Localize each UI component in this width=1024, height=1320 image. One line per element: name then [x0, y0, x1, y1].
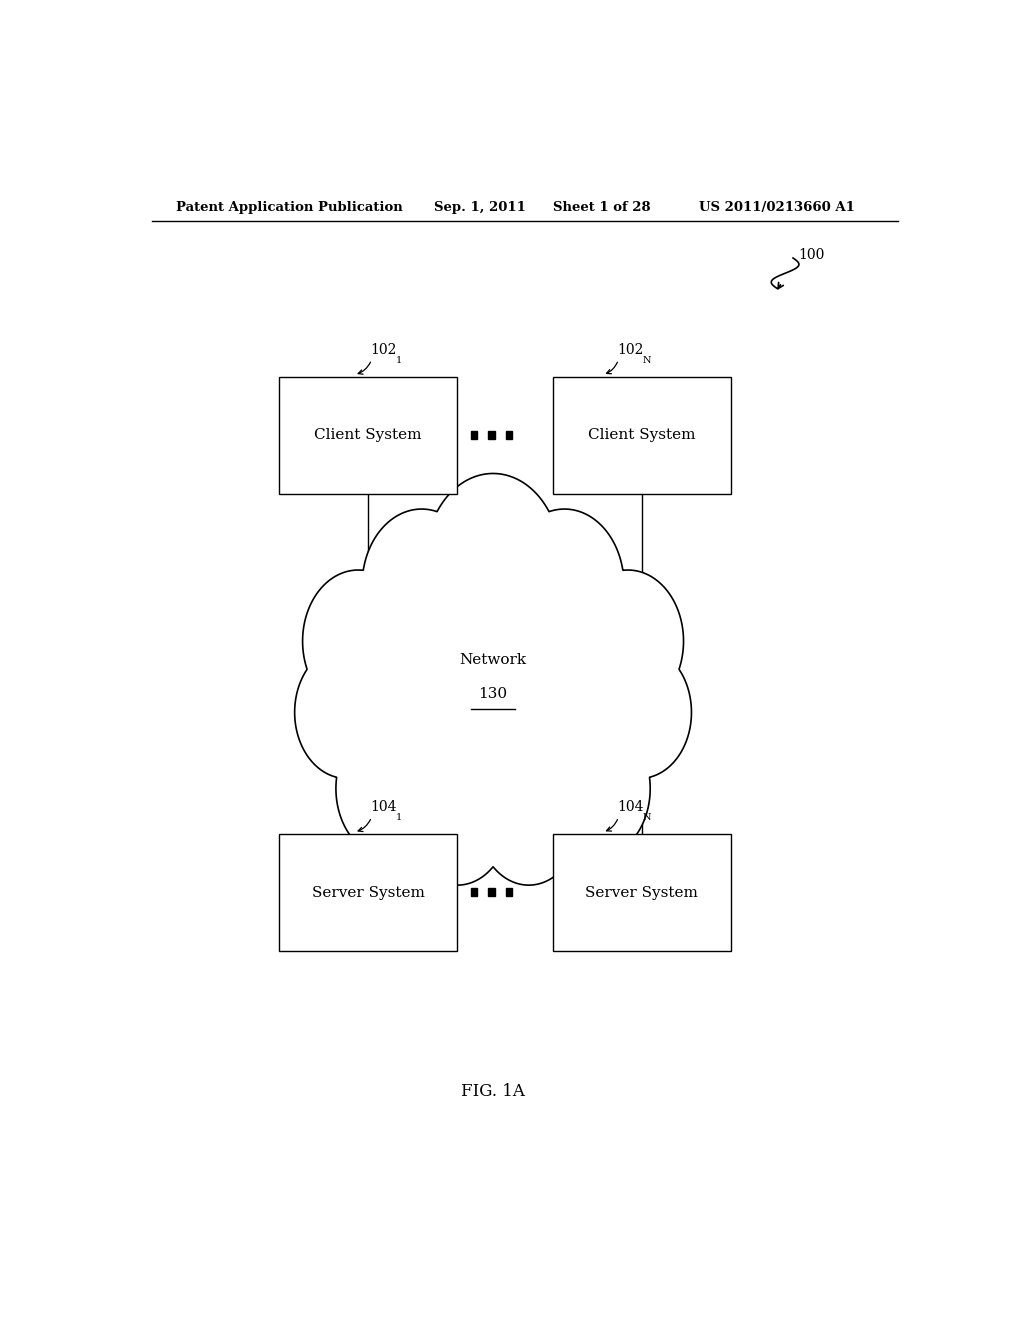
Text: 104: 104 — [370, 800, 396, 814]
Text: 100: 100 — [799, 248, 825, 261]
Text: Client System: Client System — [588, 429, 695, 442]
Text: Sep. 1, 2011: Sep. 1, 2011 — [433, 201, 525, 214]
Text: Server System: Server System — [311, 886, 425, 900]
Bar — [553, 378, 731, 494]
Bar — [471, 430, 477, 440]
Bar — [506, 430, 512, 440]
Text: Patent Application Publication: Patent Application Publication — [176, 201, 402, 214]
Text: 130: 130 — [478, 686, 508, 701]
Text: 102: 102 — [616, 343, 643, 356]
Bar — [488, 430, 495, 440]
Polygon shape — [295, 474, 691, 886]
Text: Client System: Client System — [314, 429, 422, 442]
Text: 1: 1 — [396, 355, 402, 364]
Bar — [471, 888, 477, 896]
Text: FIG. 1A: FIG. 1A — [461, 1082, 525, 1100]
Text: Sheet 1 of 28: Sheet 1 of 28 — [553, 201, 650, 214]
Bar — [553, 834, 731, 952]
Text: US 2011/0213660 A1: US 2011/0213660 A1 — [699, 201, 855, 214]
Text: 1: 1 — [396, 813, 402, 822]
Text: N: N — [643, 355, 651, 364]
Bar — [279, 378, 458, 494]
Text: 104: 104 — [616, 800, 643, 814]
Text: N: N — [643, 813, 651, 822]
Bar — [506, 888, 512, 896]
Text: Network: Network — [460, 652, 526, 667]
Bar — [279, 834, 458, 952]
Text: Server System: Server System — [586, 886, 698, 900]
Bar — [488, 888, 495, 896]
Text: 102: 102 — [370, 343, 396, 356]
